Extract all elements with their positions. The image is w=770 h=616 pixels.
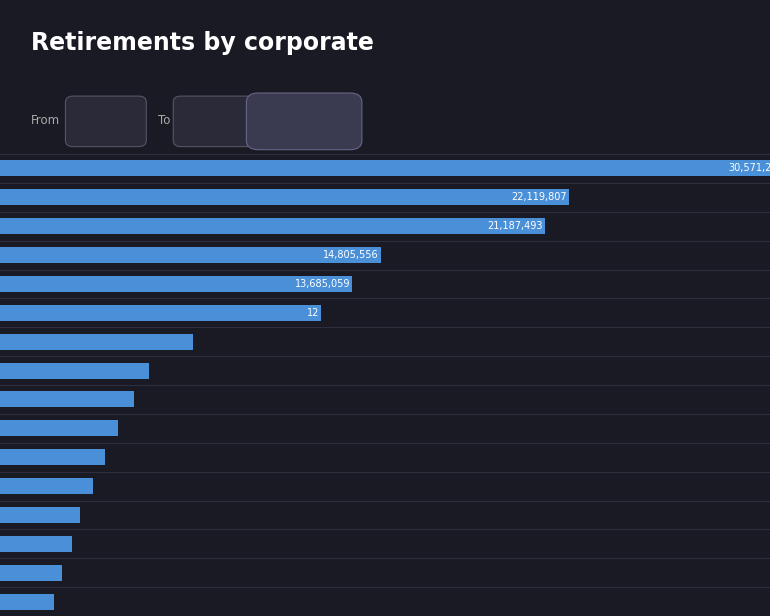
Bar — [0, 247, 380, 263]
Bar — [0, 392, 134, 407]
Text: 12: 12 — [307, 308, 320, 318]
Text: To: To — [158, 113, 170, 127]
Bar — [0, 565, 62, 581]
Text: 14,805,556: 14,805,556 — [323, 250, 379, 260]
Bar — [0, 507, 79, 523]
Text: Retirements by corporate: Retirements by corporate — [31, 31, 373, 55]
Text: From: From — [31, 113, 60, 127]
Bar — [0, 478, 92, 494]
Bar — [0, 420, 119, 436]
Bar — [0, 536, 72, 552]
Text: 30,571,224: 30,571,224 — [728, 163, 770, 174]
Bar — [0, 161, 770, 176]
Bar — [0, 594, 54, 609]
Text: ≡ Filter: ≡ Filter — [283, 113, 326, 127]
Bar — [0, 276, 352, 292]
Text: ∨: ∨ — [233, 115, 240, 125]
Bar — [0, 189, 568, 205]
Text: 13,685,059: 13,685,059 — [295, 279, 350, 289]
Bar — [0, 305, 321, 321]
Text: 2019: 2019 — [89, 113, 119, 127]
Bar — [0, 218, 544, 234]
Text: 21,187,493: 21,187,493 — [487, 221, 543, 231]
Text: 22,119,807: 22,119,807 — [511, 192, 567, 202]
Bar — [0, 363, 149, 378]
Bar — [0, 334, 192, 350]
Bar — [0, 449, 105, 465]
Text: 2024: 2024 — [198, 113, 228, 127]
Text: ∨: ∨ — [126, 115, 132, 125]
